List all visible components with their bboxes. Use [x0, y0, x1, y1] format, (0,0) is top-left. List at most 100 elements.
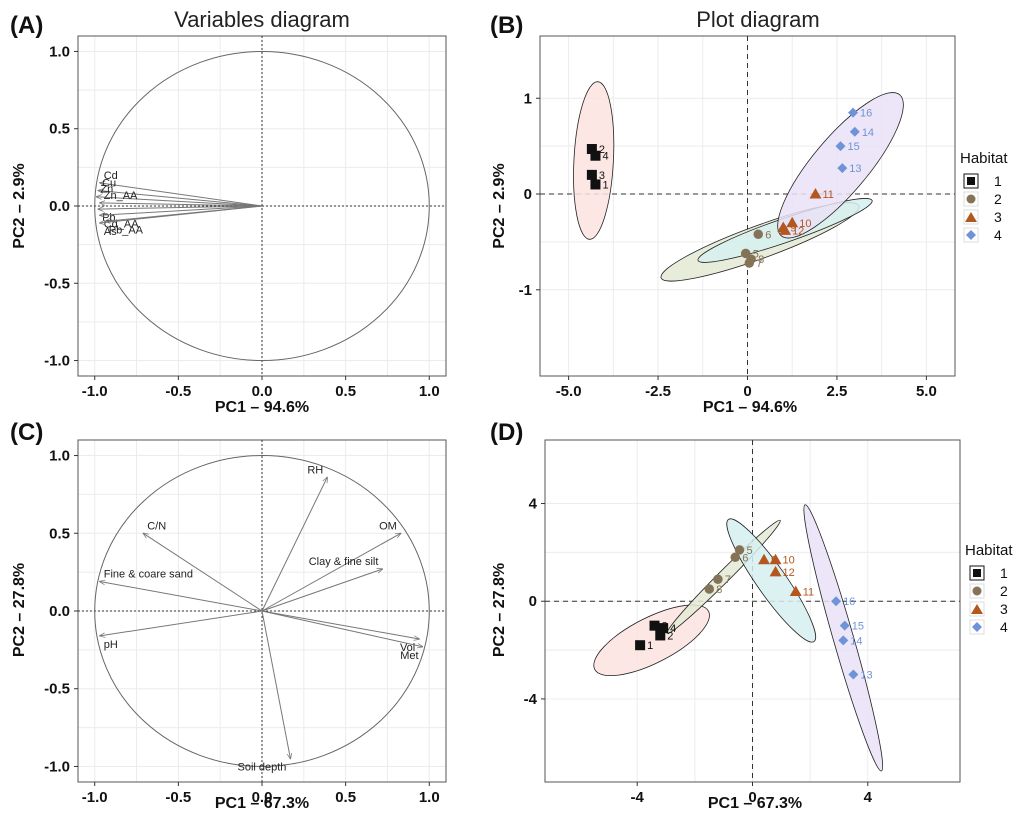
- loading-arrow: [98, 191, 263, 207]
- y-axis-label: PC2 – 2.9%: [11, 163, 28, 248]
- point-label: 13: [860, 670, 872, 682]
- legend-item-habitat-3: 3: [969, 601, 1008, 617]
- correlation-circle: [94, 50, 430, 362]
- loading-label: Cu: [102, 178, 116, 190]
- correlation-circle: [94, 455, 430, 767]
- loading-label: Zn_AA: [104, 190, 138, 202]
- data-point: 7: [713, 574, 731, 586]
- data-point: 16: [848, 107, 872, 120]
- x-axis-label: PC1 – 94.6%: [215, 399, 309, 416]
- y-axis-label: PC2 – 27.8%: [11, 563, 28, 657]
- point-label: 6: [765, 229, 771, 241]
- y-tick-label: 0: [529, 593, 537, 610]
- loading-arrow: [261, 533, 401, 612]
- loading-vector: Clay & fine silt: [261, 556, 382, 612]
- panel-a-variables-diagram: -1.0 -0.5 0.0 0.5 1.0 -1.0 -0.5 0.0 0.5 1.0 (A) Var…: [10, 7, 447, 416]
- square-marker: [590, 179, 601, 190]
- point-label: 10: [783, 555, 795, 567]
- legend-item-habitat-2: 2: [963, 191, 1002, 207]
- point-label: 2: [667, 630, 673, 642]
- point-label: 6: [742, 552, 748, 564]
- loading-label: RH: [307, 464, 323, 476]
- legend-label: 2: [1000, 583, 1008, 599]
- loading-label: As: [104, 226, 117, 238]
- legend-label: 3: [1000, 601, 1008, 617]
- point-label: 11: [803, 586, 814, 598]
- y-tick-label: -0.5: [44, 275, 70, 292]
- x-axis-label: PC1 – 67.3%: [708, 795, 802, 812]
- triangle-marker: [769, 565, 782, 577]
- data-point: 1: [590, 179, 609, 191]
- legend-label: 4: [1000, 619, 1008, 635]
- diamond-marker: [848, 669, 859, 680]
- data-point: 8: [746, 254, 764, 266]
- point-label: 2: [599, 144, 605, 156]
- loading-arrow: [100, 203, 263, 207]
- square-marker: [658, 623, 669, 634]
- point-label: 13: [849, 163, 861, 175]
- circle-marker: [713, 574, 723, 584]
- square-marker: [635, 640, 646, 651]
- loading-arrow: [100, 610, 263, 636]
- data-point: 1: [635, 640, 653, 652]
- y-axis-label: PC2 – 27.8%: [491, 563, 508, 657]
- x-tick-label: -0.5: [165, 383, 191, 400]
- point-label: 12: [783, 567, 795, 579]
- point-label: 9: [790, 223, 796, 235]
- point-label: 1: [647, 640, 653, 652]
- triangle-marker: [758, 553, 771, 565]
- x-tick-label: 1.0: [419, 383, 440, 400]
- loading-arrow: [100, 205, 263, 223]
- diamond-marker: [848, 107, 859, 118]
- habitat-legend-bottom: Habitat 1 2 3 4: [965, 542, 1013, 635]
- data-point: 11: [789, 585, 814, 598]
- panel-letter: (B): [490, 12, 523, 39]
- circle-marker: [746, 254, 756, 264]
- loading-label: Soil depth: [237, 762, 286, 774]
- circle-marker: [704, 584, 715, 594]
- loading-vector: Soil depth: [237, 610, 290, 774]
- data-point: 8: [704, 584, 722, 596]
- data-point: 6: [753, 229, 771, 241]
- panel-d-plot-diagram: -404-404(D)PC1 – 67.3%PC2 – 27.8%1234567…: [490, 419, 961, 812]
- legend-square-marker: [973, 569, 981, 577]
- panel-title: Variables diagram: [174, 7, 350, 32]
- point-label: 8: [758, 254, 764, 266]
- loading-arrow: [261, 610, 423, 647]
- y-tick-label: 4: [529, 496, 538, 513]
- square-marker: [649, 620, 660, 631]
- point-label: 15: [848, 141, 860, 153]
- data-point: 15: [835, 141, 860, 153]
- triangle-marker: [786, 216, 799, 228]
- legend-label: 1: [994, 173, 1002, 189]
- loading-arrow: [98, 205, 263, 209]
- panel-c-variables-diagram: -1.0 -0.5 0.0 0.5 1.0 -1.0 -0.5 0.0 0.5 1.0 (C) PC1…: [10, 419, 447, 812]
- diamond-marker: [839, 620, 850, 631]
- data-point: 12: [769, 565, 795, 579]
- point-label: 16: [860, 108, 872, 120]
- legend-title: Habitat: [965, 542, 1013, 559]
- y-tick-label: -4: [524, 691, 538, 708]
- point-label: 10: [799, 218, 811, 230]
- legend-item-habitat-1: 1: [963, 173, 1002, 189]
- legend-label: 4: [994, 227, 1002, 243]
- point-label: 1: [602, 179, 608, 191]
- triangle-marker: [809, 188, 822, 199]
- loading-label: Cd: [104, 170, 118, 182]
- data-point: 15: [839, 620, 864, 633]
- loading-label: pH: [104, 639, 118, 651]
- data-point: 2: [586, 144, 605, 156]
- diamond-marker: [849, 126, 860, 137]
- legend-square-marker: [967, 177, 975, 185]
- point-label: 12: [792, 225, 804, 237]
- loading-arrow: [100, 205, 263, 215]
- x-axis-label: PC1 – 67.3%: [215, 795, 309, 812]
- square-marker: [655, 630, 666, 641]
- loading-arrow: [261, 477, 327, 612]
- x-tick-label: 0.5: [335, 789, 356, 806]
- data-point: 10: [786, 216, 811, 230]
- legend-item-habitat-4: 4: [969, 619, 1008, 635]
- data-point: 16: [831, 596, 855, 608]
- loading-vector: Zn: [96, 184, 263, 207]
- triangle-marker: [769, 553, 782, 565]
